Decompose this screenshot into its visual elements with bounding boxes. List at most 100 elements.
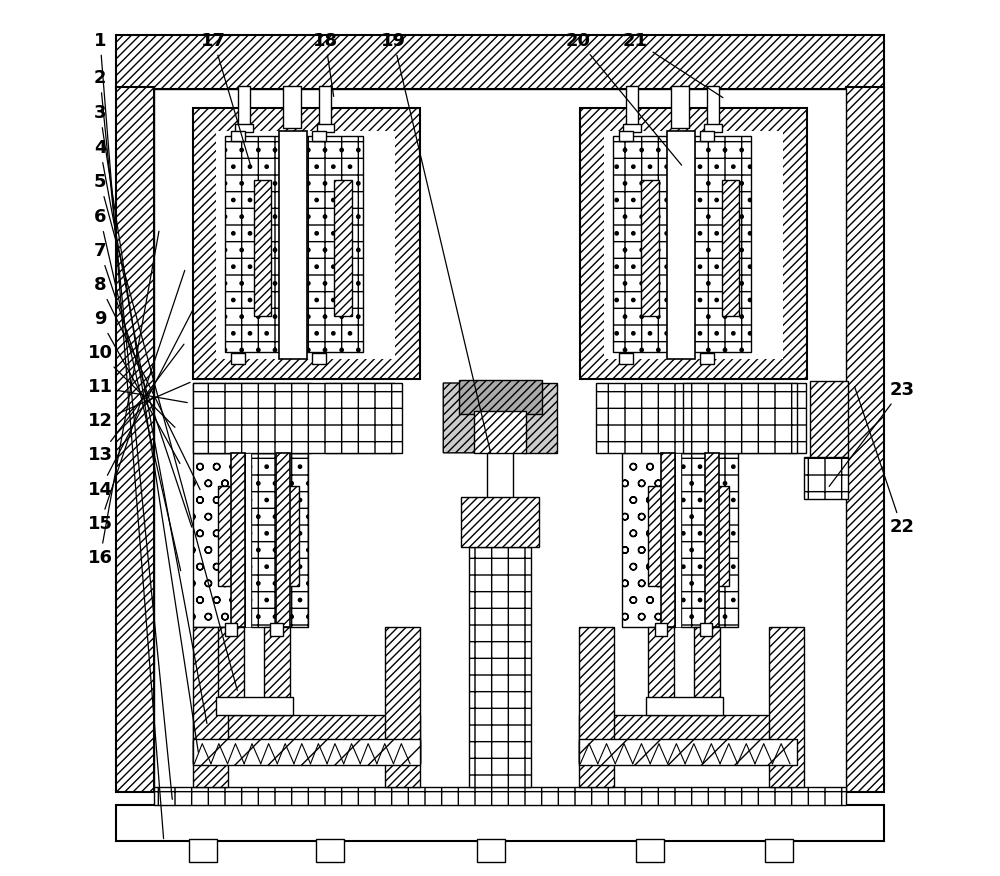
Bar [694, 136, 751, 352]
Bar [626, 86, 638, 128]
Bar [619, 353, 633, 364]
Bar [580, 108, 807, 378]
Bar [319, 86, 331, 128]
Text: 5: 5 [94, 173, 237, 690]
Text: 21: 21 [623, 32, 723, 98]
Bar [193, 739, 420, 766]
Bar [765, 839, 793, 861]
Bar [469, 548, 531, 788]
Text: 13: 13 [88, 344, 184, 464]
Bar [193, 627, 228, 788]
Bar [317, 124, 334, 132]
Bar [681, 453, 738, 627]
Bar [193, 383, 402, 453]
Bar [704, 124, 722, 132]
Bar [245, 453, 251, 627]
Bar [622, 453, 675, 627]
Bar [474, 411, 526, 453]
Bar [193, 741, 420, 763]
Bar [231, 453, 245, 627]
Bar [648, 627, 674, 700]
Bar [655, 623, 667, 636]
Bar [477, 839, 505, 861]
Text: 15: 15 [88, 271, 185, 533]
Bar [769, 627, 804, 788]
Bar [216, 131, 395, 359]
Text: 9: 9 [94, 310, 180, 463]
Polygon shape [443, 383, 491, 453]
Text: 7: 7 [94, 242, 192, 527]
Bar [312, 353, 326, 364]
Bar [264, 627, 290, 700]
Text: 4: 4 [94, 139, 207, 724]
Bar [707, 86, 719, 128]
Bar [636, 839, 664, 861]
Text: 17: 17 [201, 32, 250, 165]
Bar [619, 131, 633, 141]
Bar [623, 124, 641, 132]
Bar [579, 627, 614, 788]
Bar [579, 739, 797, 766]
Bar [579, 715, 797, 741]
Bar [279, 131, 307, 359]
Polygon shape [509, 383, 557, 453]
Bar [710, 486, 729, 586]
Bar [312, 131, 326, 141]
Bar [238, 86, 250, 128]
Bar [613, 136, 667, 352]
Text: 16: 16 [88, 231, 159, 567]
Bar [722, 180, 739, 315]
Bar [667, 131, 695, 359]
Bar [596, 383, 806, 453]
Text: 18: 18 [313, 32, 338, 96]
Bar [316, 839, 344, 861]
Bar [270, 623, 283, 636]
Bar [661, 453, 675, 627]
Bar [705, 453, 719, 627]
Bar [154, 88, 846, 792]
Bar [254, 180, 271, 315]
Bar [276, 453, 290, 627]
Bar [579, 741, 797, 763]
Bar [193, 383, 311, 453]
Bar [216, 697, 293, 715]
Bar [225, 136, 279, 352]
Bar [487, 451, 513, 499]
Bar [675, 453, 681, 627]
Text: 8: 8 [94, 276, 200, 490]
Bar [604, 131, 783, 359]
Bar [846, 87, 884, 792]
Bar [700, 353, 714, 364]
Bar [459, 380, 542, 413]
Bar [579, 741, 797, 763]
Text: 20: 20 [566, 32, 682, 166]
Text: 12: 12 [88, 382, 190, 430]
Bar [700, 623, 712, 636]
Bar [116, 87, 154, 792]
Bar [193, 715, 420, 741]
Bar [193, 453, 245, 627]
Bar [641, 180, 659, 315]
Text: 22: 22 [855, 386, 914, 536]
Bar [385, 627, 420, 788]
Bar [218, 627, 244, 700]
Bar [671, 86, 689, 128]
Bar [189, 839, 217, 861]
Bar [810, 381, 848, 460]
Bar [218, 486, 237, 586]
Bar [193, 108, 420, 378]
Text: 3: 3 [94, 104, 198, 752]
Bar [231, 131, 245, 141]
Bar [280, 486, 299, 586]
Bar [461, 497, 539, 548]
Text: 2: 2 [94, 69, 172, 800]
Bar [325, 383, 395, 453]
Bar [251, 453, 308, 627]
Text: 23: 23 [829, 381, 914, 486]
Bar [804, 457, 848, 499]
Bar [700, 131, 714, 141]
Bar [646, 697, 723, 715]
Bar [231, 353, 245, 364]
Text: 11: 11 [88, 378, 187, 403]
Bar [306, 136, 363, 352]
